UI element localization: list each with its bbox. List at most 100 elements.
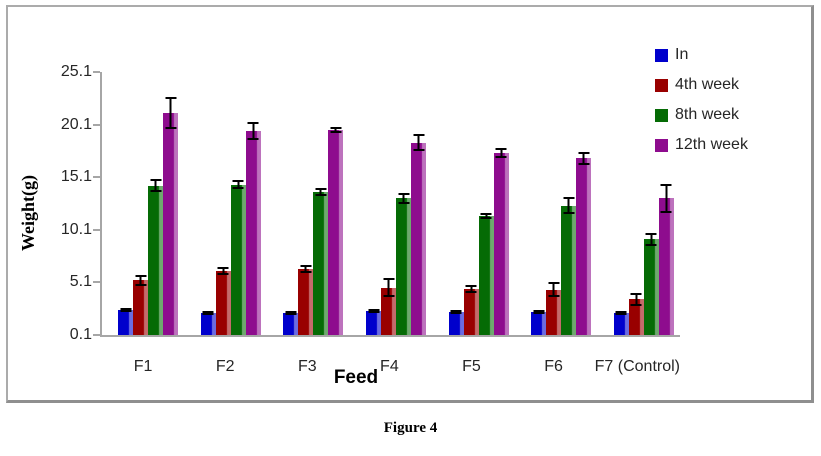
error-bar-stem: [470, 284, 473, 293]
error-bar-stem: [650, 233, 653, 246]
bar-8th-week-f5: [478, 213, 494, 335]
y-tick-label: 25.1: [60, 63, 92, 80]
bar-fill: [576, 158, 592, 335]
bar-group-f4: [355, 134, 438, 335]
y-tick-label: 0.1: [69, 326, 92, 343]
error-bar-stem: [417, 134, 420, 151]
bar-4th-week-f6: [546, 282, 562, 335]
bar-12th-week-f3: [328, 126, 344, 335]
bar-fill: [200, 312, 216, 335]
error-bar: [217, 266, 229, 275]
bar-fill: [148, 185, 164, 335]
bar-group-f1: [107, 97, 190, 335]
x-axis-labels: F1 F2 F3 F4 F5 F6 F7 (Control): [102, 358, 680, 376]
x-tick-label: F7 (Control): [594, 358, 681, 375]
y-tick-label: 5.1: [69, 273, 92, 291]
bar-group-f6: [520, 152, 603, 335]
bar-fill: [531, 311, 547, 335]
error-bar: [495, 147, 507, 159]
error-bar-stem: [252, 121, 255, 141]
legend-item-in: In: [655, 40, 748, 70]
error-bar: [660, 183, 672, 213]
error-bar: [368, 308, 380, 313]
bar-fill: [448, 311, 464, 335]
error-bar-stem: [455, 309, 458, 314]
x-tick-label: F5: [462, 358, 481, 375]
bar-fill: [628, 299, 644, 335]
x-tick-label: F2: [215, 358, 235, 375]
bar-fill: [163, 113, 179, 335]
error-bar: [563, 197, 575, 214]
error-bar: [615, 310, 627, 315]
bar-in-f3: [283, 310, 299, 335]
bar-fill: [230, 184, 246, 335]
y-axis-title: Weight(g): [18, 175, 38, 251]
error-bar: [285, 310, 297, 315]
bar-8th-week-f2: [230, 180, 246, 335]
legend-item-12th-week: 12th week: [655, 130, 748, 160]
error-bar: [645, 233, 657, 246]
bar-group-f5: [437, 147, 520, 335]
bar-in-f6: [531, 309, 547, 335]
bar-4th-week-f2: [215, 266, 231, 335]
bar-in-f2: [200, 310, 216, 335]
x-tick-label: F4: [380, 358, 399, 375]
error-bar: [578, 152, 590, 165]
y-tick-label: 15.1: [60, 168, 92, 186]
bar-fill: [313, 191, 329, 335]
legend-item-8th-week: 8th week: [655, 100, 748, 130]
error-bar-stem: [582, 152, 585, 165]
bar-fill: [493, 153, 509, 335]
error-bar-stem: [372, 308, 375, 313]
error-bar: [150, 179, 162, 192]
bar-fill: [328, 129, 344, 335]
error-bar-stem: [665, 183, 668, 213]
legend-label: In: [675, 46, 689, 63]
bar-fill: [478, 216, 494, 335]
bar-12th-week-f5: [493, 147, 509, 335]
error-bar-stem: [567, 197, 570, 214]
error-bar-stem: [124, 307, 127, 312]
bar-8th-week-f3: [313, 187, 329, 335]
error-bar: [630, 292, 642, 306]
bar-8th-week-f6: [561, 197, 577, 335]
bar-fill: [658, 198, 674, 335]
bar-fill: [215, 270, 231, 335]
bar-fill: [133, 280, 149, 335]
error-bar-stem: [635, 292, 638, 306]
bar-12th-week-f1: [163, 97, 179, 335]
bar-fill: [118, 309, 134, 335]
bar-group-f3: [272, 126, 355, 335]
error-bar: [413, 134, 425, 151]
y-tick-label: 10.1: [60, 220, 92, 238]
legend-swatch-icon: [655, 108, 668, 122]
bar-fill: [561, 205, 577, 335]
y-tick-mark: [93, 123, 100, 126]
bar-4th-week-f3: [298, 264, 314, 335]
bar-4th-week-f1: [133, 275, 149, 335]
y-tick-label: 20.1: [60, 115, 92, 133]
error-bar-stem: [237, 180, 240, 189]
bar-fill: [463, 288, 479, 335]
error-bar-stem: [552, 282, 555, 298]
bar-fill: [411, 142, 427, 335]
error-bar-stem: [289, 310, 292, 315]
bar-fill: [366, 310, 382, 335]
bar-group-f7-control: [602, 183, 685, 335]
error-bar-stem: [169, 97, 172, 129]
error-bar: [383, 278, 395, 298]
bar-fill: [546, 289, 562, 335]
error-bar: [480, 213, 492, 220]
error-bar-stem: [139, 275, 142, 286]
bar-group-f2: [190, 121, 273, 335]
error-bar: [135, 275, 147, 286]
bar-12th-week-f4: [411, 134, 427, 335]
bar-8th-week-f1: [148, 179, 164, 335]
bar-in-f1: [118, 307, 134, 335]
error-bar: [202, 310, 214, 315]
bar-fill: [381, 287, 397, 335]
error-bar: [247, 121, 259, 141]
y-tick-mark: [93, 228, 100, 231]
bar-8th-week-f4: [396, 193, 412, 335]
